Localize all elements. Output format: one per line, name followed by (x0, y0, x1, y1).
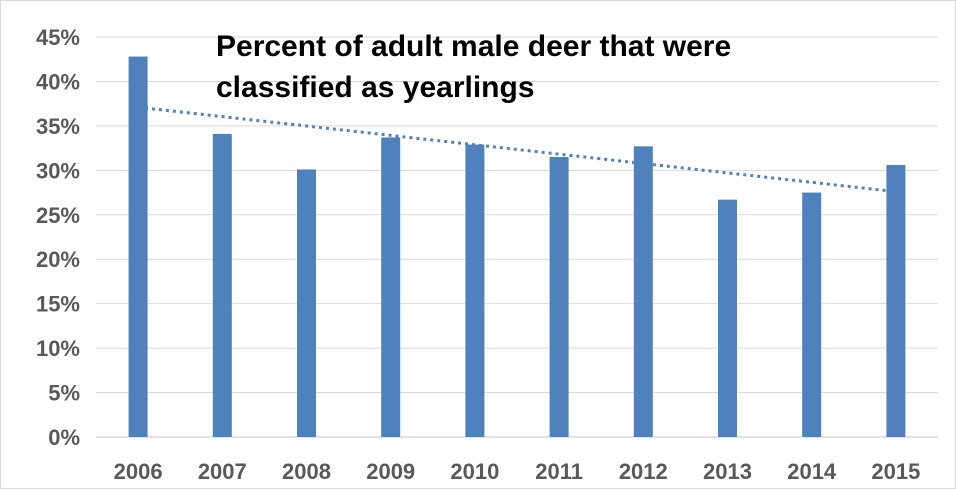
bar-2007 (212, 133, 232, 437)
x-tick-label: 2015 (871, 459, 920, 484)
x-axis-ticks: 2006 2007 2008 2009 2010 2011 2012 2013 2014 2015 (114, 459, 921, 484)
y-tick-label: 30% (36, 158, 80, 183)
trendline (137, 105, 897, 194)
y-tick-label: 10% (36, 336, 80, 361)
y-tick-label: 35% (36, 114, 80, 139)
x-tick-label: 2008 (282, 459, 331, 484)
y-tick-label: 45% (36, 25, 80, 50)
x-tick-label: 2012 (619, 459, 668, 484)
bar-2011 (549, 157, 569, 437)
gridlines (96, 36, 938, 438)
bar-2014 (802, 192, 822, 437)
trendline-group (137, 105, 897, 194)
bar-2013 (718, 199, 737, 437)
chart-title-line-1: Percent of adult male deer that were (216, 30, 731, 63)
bar-2008 (297, 169, 316, 437)
y-tick-label: 25% (36, 203, 80, 228)
x-tick-label: 2009 (366, 459, 415, 484)
x-tick-label: 2013 (703, 459, 752, 484)
x-tick-label: 2010 (450, 459, 499, 484)
x-tick-label: 2006 (114, 459, 163, 484)
bar-2010 (465, 144, 485, 438)
bars (128, 56, 906, 438)
y-axis-ticks: 0% 5% 10% 15% 20% 25% 30% 35% 40% 45% (36, 25, 80, 450)
bar-2009 (381, 137, 401, 437)
y-tick-label: 20% (36, 247, 80, 272)
x-tick-label: 2014 (787, 459, 837, 484)
x-tick-label: 2011 (535, 459, 583, 484)
x-tick-label: 2007 (198, 459, 247, 484)
y-tick-label: 40% (36, 69, 80, 94)
chart-title-line-2: classified as yearlings (216, 71, 535, 104)
y-tick-label: 5% (48, 381, 80, 406)
bar-2015 (886, 165, 906, 437)
bar-2006 (128, 56, 148, 438)
bar-2012 (633, 146, 653, 438)
y-tick-label: 0% (48, 425, 80, 450)
y-tick-label: 15% (36, 292, 80, 317)
